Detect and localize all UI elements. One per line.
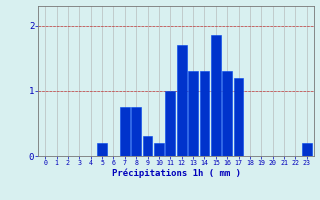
Bar: [143, 136, 152, 156]
Bar: [302, 143, 312, 156]
X-axis label: Précipitations 1h ( mm ): Précipitations 1h ( mm ): [111, 169, 241, 178]
Bar: [177, 45, 187, 156]
Bar: [165, 91, 175, 156]
Bar: [188, 71, 198, 156]
Bar: [222, 71, 232, 156]
Bar: [211, 35, 220, 156]
Bar: [234, 78, 244, 156]
Bar: [132, 107, 141, 156]
Bar: [154, 143, 164, 156]
Bar: [120, 107, 130, 156]
Bar: [97, 143, 107, 156]
Bar: [200, 71, 209, 156]
